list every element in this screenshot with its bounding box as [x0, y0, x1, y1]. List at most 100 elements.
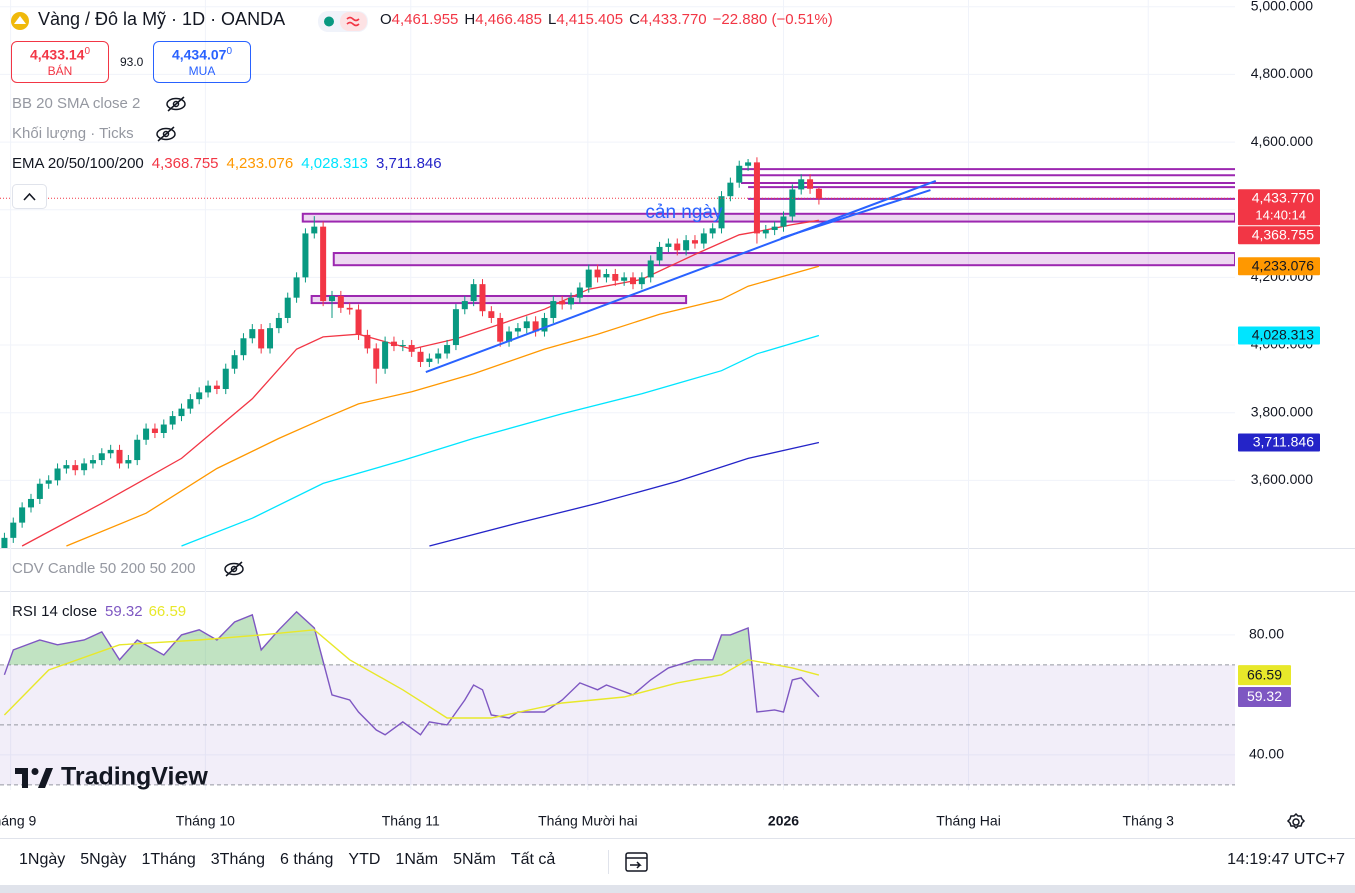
range-button[interactable]: 1Năm	[395, 851, 439, 868]
candle-body	[89, 460, 96, 464]
overbought-area	[4, 611, 819, 665]
candle-body	[328, 295, 335, 302]
candle-body	[656, 246, 663, 261]
indicator-bb[interactable]: BB 20 SMA close 2	[12, 95, 141, 112]
x-tick-label: Tháng 3	[1123, 813, 1175, 829]
sell-button[interactable]: 4,433.140 BÁN	[11, 41, 109, 83]
buy-button[interactable]: 4,434.070 MUA	[153, 41, 251, 83]
hide-icon[interactable]	[156, 126, 176, 142]
candle-body	[311, 226, 318, 234]
ohlc-key: H	[464, 11, 476, 28]
ema-line	[21, 219, 820, 547]
candle-body	[1, 537, 8, 548]
x-tick-label: Tháng Mười hai	[538, 813, 637, 829]
delay-badge	[340, 12, 367, 31]
ohlc-change: −22.880 (−0.51%)	[712, 11, 833, 28]
candle-body	[612, 274, 619, 281]
clock[interactable]: 14:19:47 UTC+7	[1227, 851, 1345, 868]
indicator-cdv[interactable]: CDV Candle 50 200 50 200	[12, 560, 196, 577]
ema-line	[181, 334, 820, 547]
ohlc-key: O	[380, 11, 392, 28]
ema-legend[interactable]: EMA 20/50/100/200 4,368.755 4,233.076 4,028…	[12, 155, 450, 172]
candle-body	[399, 345, 406, 347]
candle-body	[178, 408, 185, 417]
candle-body	[559, 301, 566, 305]
rsi-tag	[1238, 686, 1291, 707]
annotation: cản ngày	[645, 202, 723, 223]
candle-body	[160, 424, 167, 433]
range-button[interactable]: 1Tháng	[141, 851, 196, 868]
candle-body	[506, 331, 513, 342]
candle-body	[497, 317, 504, 342]
collapse-button[interactable]	[12, 184, 47, 209]
candle-body	[523, 321, 530, 329]
x-tick-label: Tháng 10	[176, 813, 235, 829]
candle-body	[143, 428, 150, 440]
candle-body	[267, 328, 274, 349]
candle-body	[638, 277, 645, 285]
ohlc-value: 4,466.485	[475, 11, 542, 28]
y-tick-label: 3,600.000	[1251, 471, 1313, 487]
hide-icon[interactable]	[166, 96, 186, 112]
candle-body	[302, 233, 309, 278]
candle-body	[205, 385, 212, 393]
trendline	[425, 180, 937, 374]
hide-icon[interactable]	[224, 561, 244, 577]
candle-body	[700, 233, 707, 244]
rsi-tick-label: 40.00	[1249, 746, 1284, 762]
candle-body	[320, 226, 327, 302]
candle-body	[27, 498, 34, 508]
goto-date-icon[interactable]	[625, 852, 648, 872]
candle-body	[293, 277, 300, 298]
candle-body	[647, 260, 654, 278]
zone-box	[301, 212, 1235, 223]
price-tag-label: 3,711.846	[1253, 434, 1314, 450]
range-button[interactable]: 6 tháng	[280, 851, 334, 868]
candle-body	[19, 507, 26, 523]
settings-icon[interactable]	[1286, 812, 1306, 830]
market-open-dot	[324, 16, 334, 27]
candle-body	[151, 428, 158, 433]
x-tick-label: Tháng 11	[382, 813, 440, 829]
indicator-volume[interactable]: Khối lượng · Ticks	[12, 125, 134, 142]
candle-body	[408, 345, 415, 352]
candle-body	[736, 165, 743, 183]
range-button[interactable]: 3Tháng	[210, 851, 266, 868]
rsi-value: 59.32	[105, 603, 143, 620]
symbol-icon-mark	[14, 16, 26, 24]
candle-body	[674, 243, 681, 251]
zone-box	[310, 294, 688, 305]
spread: 93.0	[120, 55, 144, 69]
price-tag-label: 4,368.755	[1252, 227, 1314, 243]
candle-body	[550, 301, 557, 318]
price-tag-label: 4,433.770	[1252, 190, 1314, 206]
logo-mark	[15, 768, 53, 788]
range-button[interactable]: YTD	[348, 851, 381, 868]
candle-body	[709, 228, 716, 234]
candle-body	[373, 348, 380, 369]
ohlc-key: L	[547, 11, 557, 28]
candle-body	[355, 309, 362, 335]
candle-body	[249, 329, 256, 339]
range-button[interactable]: 1Ngày	[19, 851, 66, 868]
candle-body	[470, 284, 477, 302]
price-tag	[1238, 257, 1320, 276]
rsi-legend[interactable]: RSI 14 close 59.32 66.59	[12, 603, 192, 620]
candle-body	[346, 307, 353, 310]
candle-body	[284, 297, 291, 318]
overbought-fill	[4, 611, 819, 665]
price-tag-label: 4,233.076	[1252, 257, 1314, 273]
price-tag	[1238, 226, 1320, 245]
rsi-tag-label: 66.59	[1247, 666, 1282, 682]
range-toolbar: 1Ngày 5Ngày 1Tháng 3Tháng 6 tháng YTD 1Năm 5Năm…	[19, 851, 555, 869]
range-button[interactable]: 5Ngày	[80, 851, 127, 868]
candle-body	[568, 297, 575, 305]
candle-body	[780, 216, 787, 227]
ohlc-value: 4,461.955	[391, 11, 459, 28]
range-button[interactable]: Tất cả	[510, 851, 556, 868]
range-button[interactable]: 5Năm	[453, 851, 496, 868]
ema-value: 4,028.313	[301, 155, 368, 172]
candle-body	[125, 460, 132, 464]
x-tick-label: Tháng Hai	[936, 813, 1001, 829]
